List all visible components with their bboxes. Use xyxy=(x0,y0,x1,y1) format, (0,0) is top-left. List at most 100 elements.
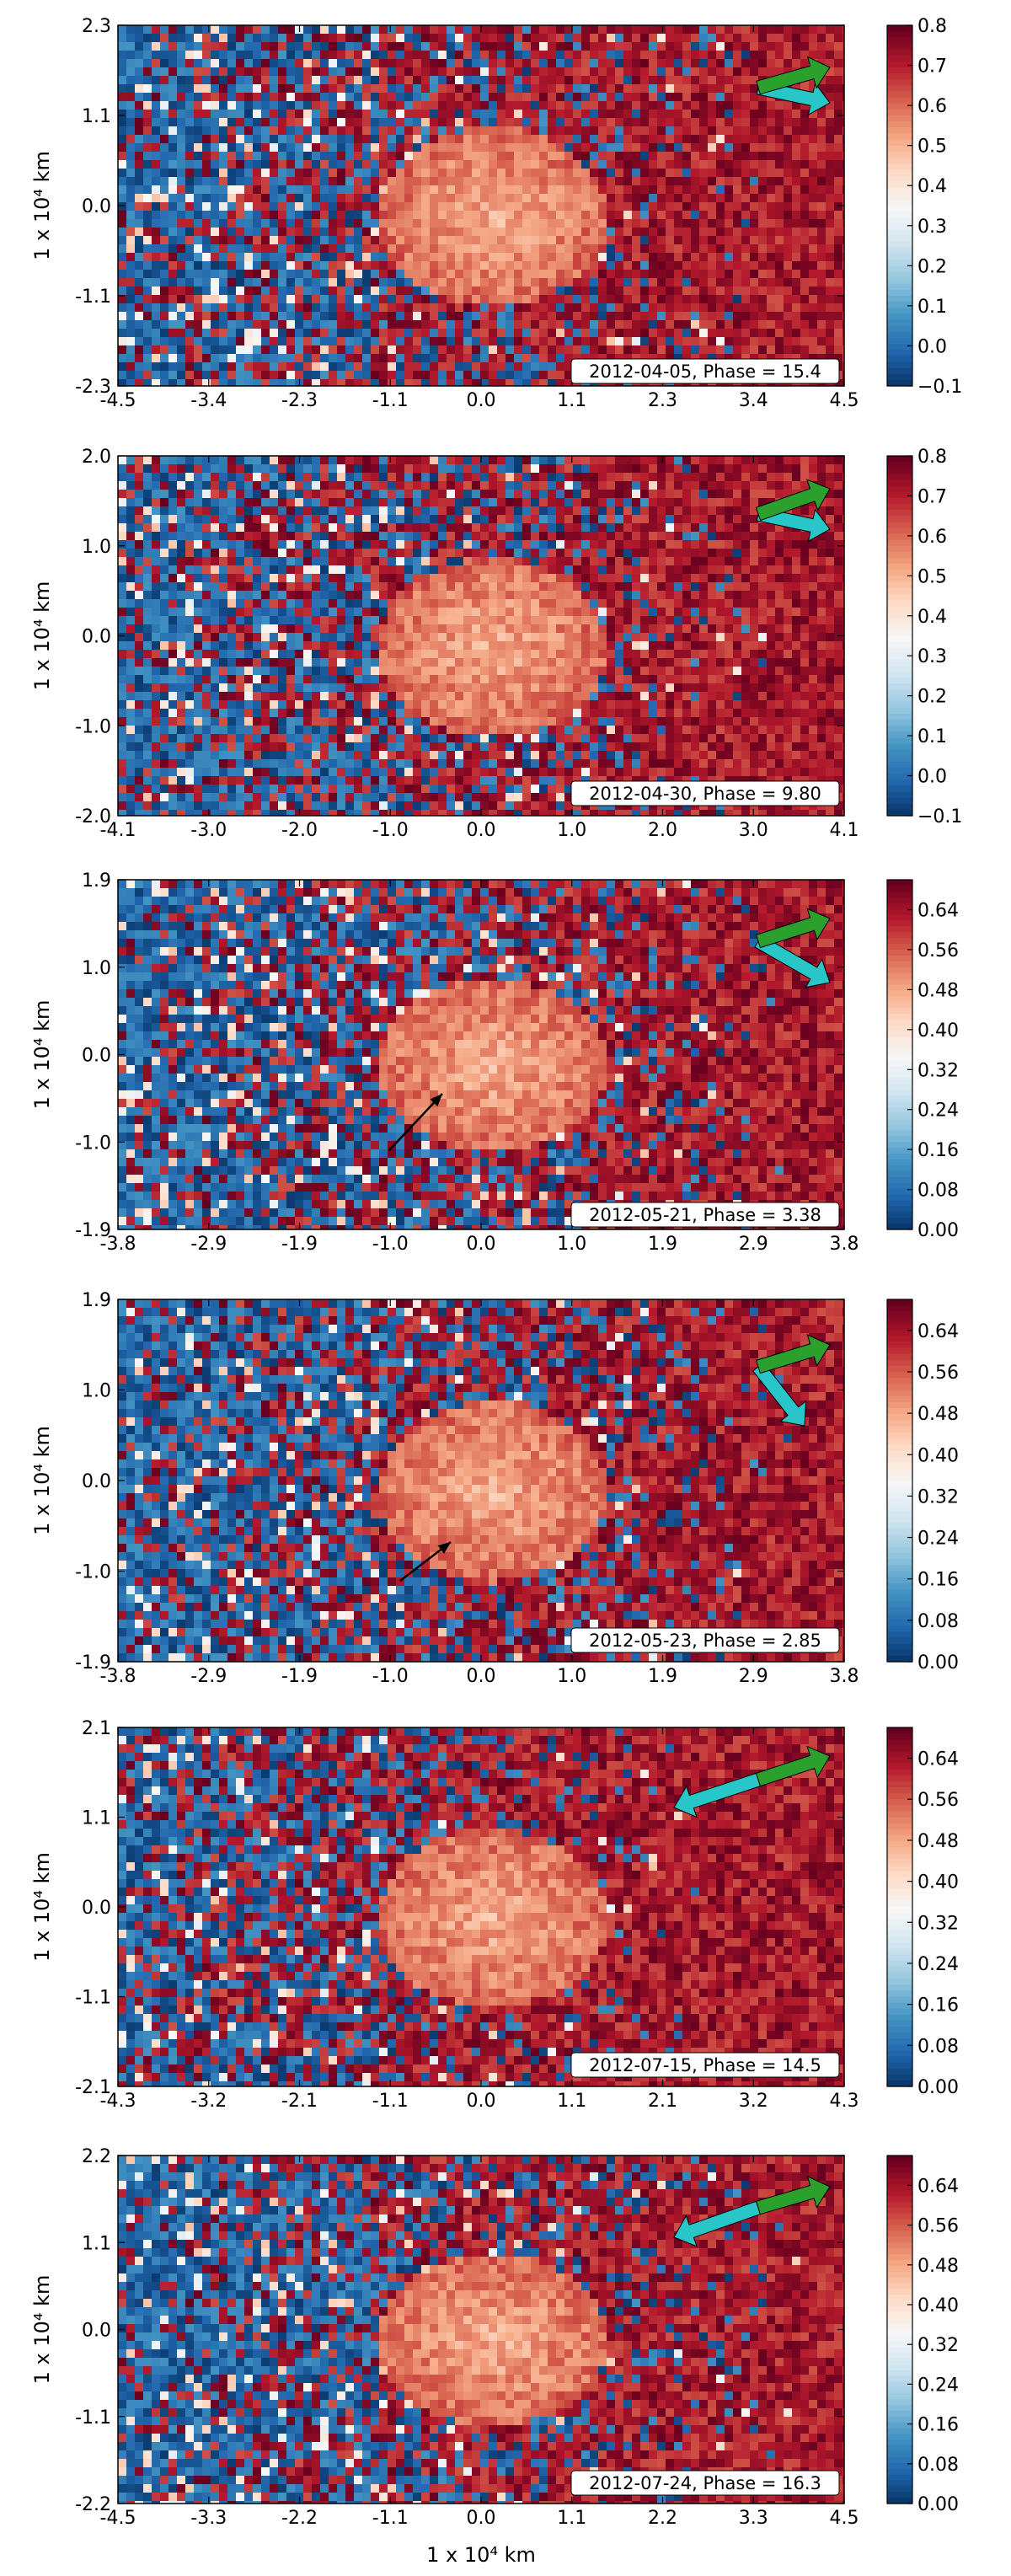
x-tick-label: 2.9 xyxy=(739,1234,768,1255)
x-tick-label: 1.9 xyxy=(648,1666,677,1687)
colorbar-tick-label: 0.16 xyxy=(917,1995,959,2016)
colorbar-tick-label: 0.40 xyxy=(917,1872,959,1893)
date-phase-box xyxy=(570,358,840,384)
colorbar-tick-label: 0.00 xyxy=(917,1220,959,1241)
colorbar-tick-label: 0.56 xyxy=(917,1363,959,1384)
colorbar-tick-label: 0.24 xyxy=(917,2375,959,2396)
colorbar-tick-label: −0.1 xyxy=(917,377,962,398)
x-tick-label: -2.2 xyxy=(281,2508,318,2529)
y-tick-label: 1.1 xyxy=(82,106,111,127)
y-tick-label: -2.1 xyxy=(75,2077,111,2098)
y-tick-label: 0.0 xyxy=(82,627,111,648)
velocity-direction-arrow xyxy=(673,1772,762,1818)
colorbar-tick-label: 0.56 xyxy=(917,2216,959,2237)
x-tick-label: 1.0 xyxy=(557,1234,586,1255)
colorbar-tick-label: 0.4 xyxy=(917,607,947,628)
colorbar: 0.64 0.56 0.48 0.40 0.32 0.24 0.16 0.08 0.00 xyxy=(886,1299,959,1674)
colorbar-tick-label: 0.00 xyxy=(917,2077,959,2098)
heatmap-image xyxy=(118,25,844,386)
x-tick-label: 1.1 xyxy=(557,2508,586,2529)
panel-5: -4.3 -3.2 -2.1 -1.1 0.0 1.1 2.1 3.2 4.3 2.1 1.1 0.0… xyxy=(30,1718,959,2112)
x-tick-label: 0.0 xyxy=(467,820,496,841)
y-tick-label: 1.1 xyxy=(82,1808,111,1829)
colorbar-tick-label: 0.2 xyxy=(917,256,947,277)
x-tick-label: -2.9 xyxy=(190,1234,227,1255)
colorbar: 0.64 0.56 0.48 0.40 0.32 0.24 0.16 0.08 0.00 xyxy=(886,879,959,1241)
colorbar-tick-label: 0.16 xyxy=(917,1140,959,1161)
panel-1: -4.5 -3.4 -2.3 -1.1 0.0 1.1 2.3 3.4 4.5 2.3 1.1 0.0… xyxy=(30,16,962,411)
heatmap-image xyxy=(118,1727,844,2086)
colorbar-tick-label: 0.7 xyxy=(917,56,947,78)
colorbar-frame xyxy=(886,455,913,817)
y-axis-label: 1 x 10⁴ km xyxy=(30,1000,54,1110)
x-tick-label: -4.5 xyxy=(100,2508,136,2529)
panel-6: -4.5 -3.3 -2.2 -1.1 0.0 1.1 2.2 3.3 4.5 2.2 1.1 0.0… xyxy=(30,2146,959,2529)
colorbar-tick-label: 0.08 xyxy=(917,1181,959,1202)
feature-pointer-arrowhead xyxy=(437,1542,451,1554)
x-tick-label: 0.0 xyxy=(467,1666,496,1687)
colorbar-tick-label: 0.32 xyxy=(917,1913,959,1934)
colorbar-tick-label: 0.3 xyxy=(917,217,947,238)
colorbar-tick-label: 0.48 xyxy=(917,1831,959,1852)
x-tick-label: 3.0 xyxy=(739,820,768,841)
colorbar-tick-label: 0.32 xyxy=(917,2335,959,2356)
colorbar-tick-label: 0.24 xyxy=(917,1101,959,1122)
y-tick-label: 0.0 xyxy=(82,1046,111,1067)
y-tick-label: 1.0 xyxy=(82,958,111,979)
x-tick-label: 1.1 xyxy=(557,2091,586,2112)
x-tick-label: -3.2 xyxy=(190,2091,227,2112)
y-tick-label: -2.3 xyxy=(75,377,111,398)
colorbar: 0.8 0.7 0.6 0.5 0.4 0.3 0.2 0.1 0.0 −0.1 xyxy=(886,16,962,398)
x-axis-label: 1 x 10⁴ km xyxy=(426,2543,536,2567)
colorbar-tick-label: 0.32 xyxy=(917,1060,959,1081)
x-tick-label: 0.0 xyxy=(467,390,496,411)
x-tick-label: 1.0 xyxy=(557,820,586,841)
y-tick-label: 1.9 xyxy=(82,870,111,892)
colorbar-tick-label: 0.00 xyxy=(917,1652,959,1674)
x-tick-label: -1.0 xyxy=(372,820,409,841)
colorbar-frame xyxy=(886,24,913,387)
x-tick-label: -1.1 xyxy=(372,2091,409,2112)
colorbar-tick-label: 0.08 xyxy=(917,2036,959,2057)
colorbar-tick-label: 0.48 xyxy=(917,2256,959,2277)
x-tick-label: -1.0 xyxy=(372,1666,409,1687)
colorbar: 0.8 0.7 0.6 0.5 0.4 0.3 0.2 0.1 0.0 −0.1 xyxy=(886,447,962,827)
panel-2: -4.1 -3.0 -2.0 -1.0 0.0 1.0 2.0 3.0 4.1 2.0 1.0 0.0… xyxy=(30,447,962,841)
x-tick-label: -3.4 xyxy=(190,390,227,411)
velocity-direction-arrow xyxy=(673,2200,762,2247)
y-tick-label: 0.0 xyxy=(82,196,111,217)
colorbar-tick-label: 0.56 xyxy=(917,1790,959,1811)
date-phase-label: 2012-05-23, Phase = 2.85 xyxy=(589,1631,821,1651)
x-tick-label: 3.8 xyxy=(830,1666,859,1687)
heatmap-image xyxy=(118,2156,844,2504)
x-tick-label: -2.9 xyxy=(190,1666,227,1687)
colorbar-tick-label: 0.8 xyxy=(917,16,947,37)
date-phase-label: 2012-05-21, Phase = 3.38 xyxy=(589,1205,821,1225)
colorbar: 0.64 0.56 0.48 0.40 0.32 0.24 0.16 0.08 0.00 xyxy=(886,2155,959,2515)
sun-direction-arrow xyxy=(755,479,831,522)
colorbar-tick-label: 0.5 xyxy=(917,137,947,158)
y-tick-label: -1.1 xyxy=(75,287,111,308)
x-tick-label: -3.3 xyxy=(190,2508,227,2529)
heatmap-image xyxy=(118,880,844,1229)
colorbar-tick-label: 0.64 xyxy=(917,1321,959,1342)
y-tick-label: 1.0 xyxy=(82,537,111,558)
x-tick-label: -1.0 xyxy=(372,1234,409,1255)
y-axis-label: 1 x 10⁴ km xyxy=(30,581,54,691)
x-tick-label: -1.1 xyxy=(372,390,409,411)
x-tick-label: 1.1 xyxy=(557,390,586,411)
date-phase-label: 2012-07-24, Phase = 16.3 xyxy=(589,2473,821,2493)
date-phase-label: 2012-04-30, Phase = 9.80 xyxy=(589,784,821,804)
colorbar-tick-label: 0.8 xyxy=(917,447,947,468)
x-tick-label: -2.3 xyxy=(281,390,318,411)
colorbar-tick-label: 0.3 xyxy=(917,646,947,667)
date-phase-box xyxy=(570,1627,840,1653)
colorbar-tick-label: 0.56 xyxy=(917,940,959,961)
sun-direction-arrow xyxy=(756,1334,831,1374)
colorbar-tick-label: 0.48 xyxy=(917,1404,959,1425)
date-phase-label: 2012-07-15, Phase = 14.5 xyxy=(589,2055,821,2075)
sun-direction-arrow xyxy=(756,56,831,95)
x-tick-label: 4.5 xyxy=(830,390,859,411)
colorbar-tick-label: 0.40 xyxy=(917,1020,959,1042)
colorbar-tick-label: 0.40 xyxy=(917,2295,959,2316)
